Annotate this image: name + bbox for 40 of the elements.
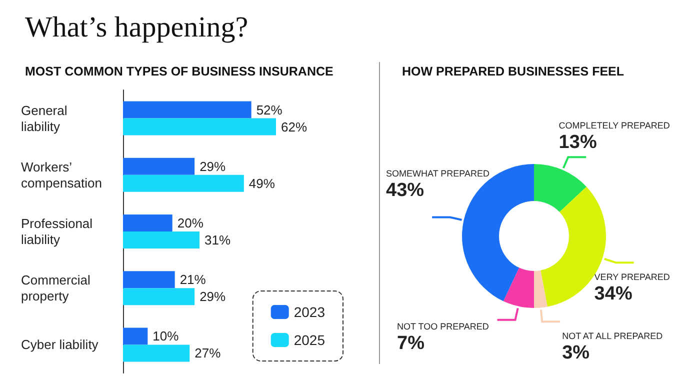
y-tick-label: General liability xyxy=(21,102,71,134)
legend-label: 2023 xyxy=(294,304,326,320)
data-label: 52% xyxy=(256,102,283,118)
data-label: 20% xyxy=(177,216,204,230)
chart-title: What’s happening? xyxy=(25,12,248,44)
data-label: 29% xyxy=(200,158,226,174)
bar xyxy=(123,158,195,175)
bar xyxy=(123,101,252,118)
bar xyxy=(123,232,200,248)
bar xyxy=(123,271,175,288)
data-label: 34% xyxy=(594,284,632,305)
data-label: 21% xyxy=(180,272,206,288)
slice-label: COMPLETELY PREPARED xyxy=(558,120,670,131)
y-tick-label: Professional liability xyxy=(21,216,96,247)
y-tick-label: Cyber liability xyxy=(21,337,99,352)
data-label: 3% xyxy=(562,342,590,364)
data-label: 49% xyxy=(248,176,276,191)
data-label: 31% xyxy=(204,232,231,248)
y-tick-label: Commercial property xyxy=(21,272,94,304)
slice-label: SOMEWHAT PREPARED xyxy=(386,168,490,179)
bar xyxy=(123,344,190,362)
data-label: 7% xyxy=(397,332,425,354)
data-label: 62% xyxy=(281,119,308,134)
bar xyxy=(123,214,172,232)
data-label: 27% xyxy=(194,346,222,361)
chart-subtitle: MOST COMMON TYPES OF BUSINESS INSURANCE xyxy=(25,64,334,78)
bar xyxy=(123,288,195,306)
data-label: 10% xyxy=(152,328,180,344)
bar xyxy=(123,118,276,136)
chart-title: HOW PREPARED BUSINESSES FEEL xyxy=(402,64,624,78)
data-label: 13% xyxy=(558,132,597,154)
slice-label: VERY PREPARED xyxy=(594,272,670,282)
data-label: 43% xyxy=(386,180,424,202)
legend-label: 2025 xyxy=(294,332,326,348)
data-label: 29% xyxy=(200,289,226,304)
y-tick-label: Workers’ compensation xyxy=(21,159,102,190)
bar xyxy=(123,174,244,192)
slice-label: NOT TOO PREPARED xyxy=(397,321,490,332)
slice-label: NOT AT ALL PREPARED xyxy=(562,331,664,342)
bar xyxy=(123,328,148,345)
